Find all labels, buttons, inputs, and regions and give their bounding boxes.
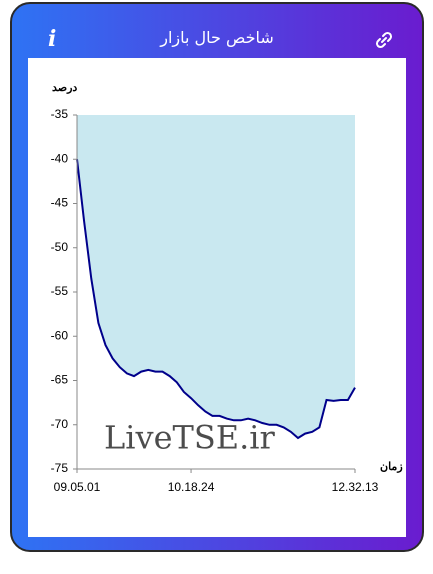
area-fill: [77, 115, 355, 438]
x-axis-label: زمان: [380, 461, 403, 473]
line: [76, 159, 356, 440]
y-tick-label: -75: [51, 461, 69, 475]
info-icon[interactable]: i: [48, 26, 57, 52]
watermark: LiveTSE.ir: [104, 419, 276, 457]
y-tick-label: -35: [51, 107, 69, 121]
y-tick-label: -55: [51, 284, 69, 298]
y-tick-label: -65: [51, 373, 69, 387]
y-tick-label: -50: [51, 240, 69, 254]
y-tick-label: -45: [51, 196, 69, 210]
y-tick-label: -40: [51, 151, 69, 165]
y-tick-label: -70: [51, 417, 69, 431]
y-tick-label: -60: [51, 328, 69, 342]
x-tick-label: 12.32.13: [332, 480, 379, 494]
header-title: شاخص حال بازار: [160, 28, 274, 47]
x-tick-label: 09.05.01: [54, 480, 101, 494]
x-tick-label: 10.18.24: [168, 480, 215, 494]
y-axis-label: درصد: [52, 82, 77, 94]
link-icon[interactable]: [374, 30, 394, 50]
